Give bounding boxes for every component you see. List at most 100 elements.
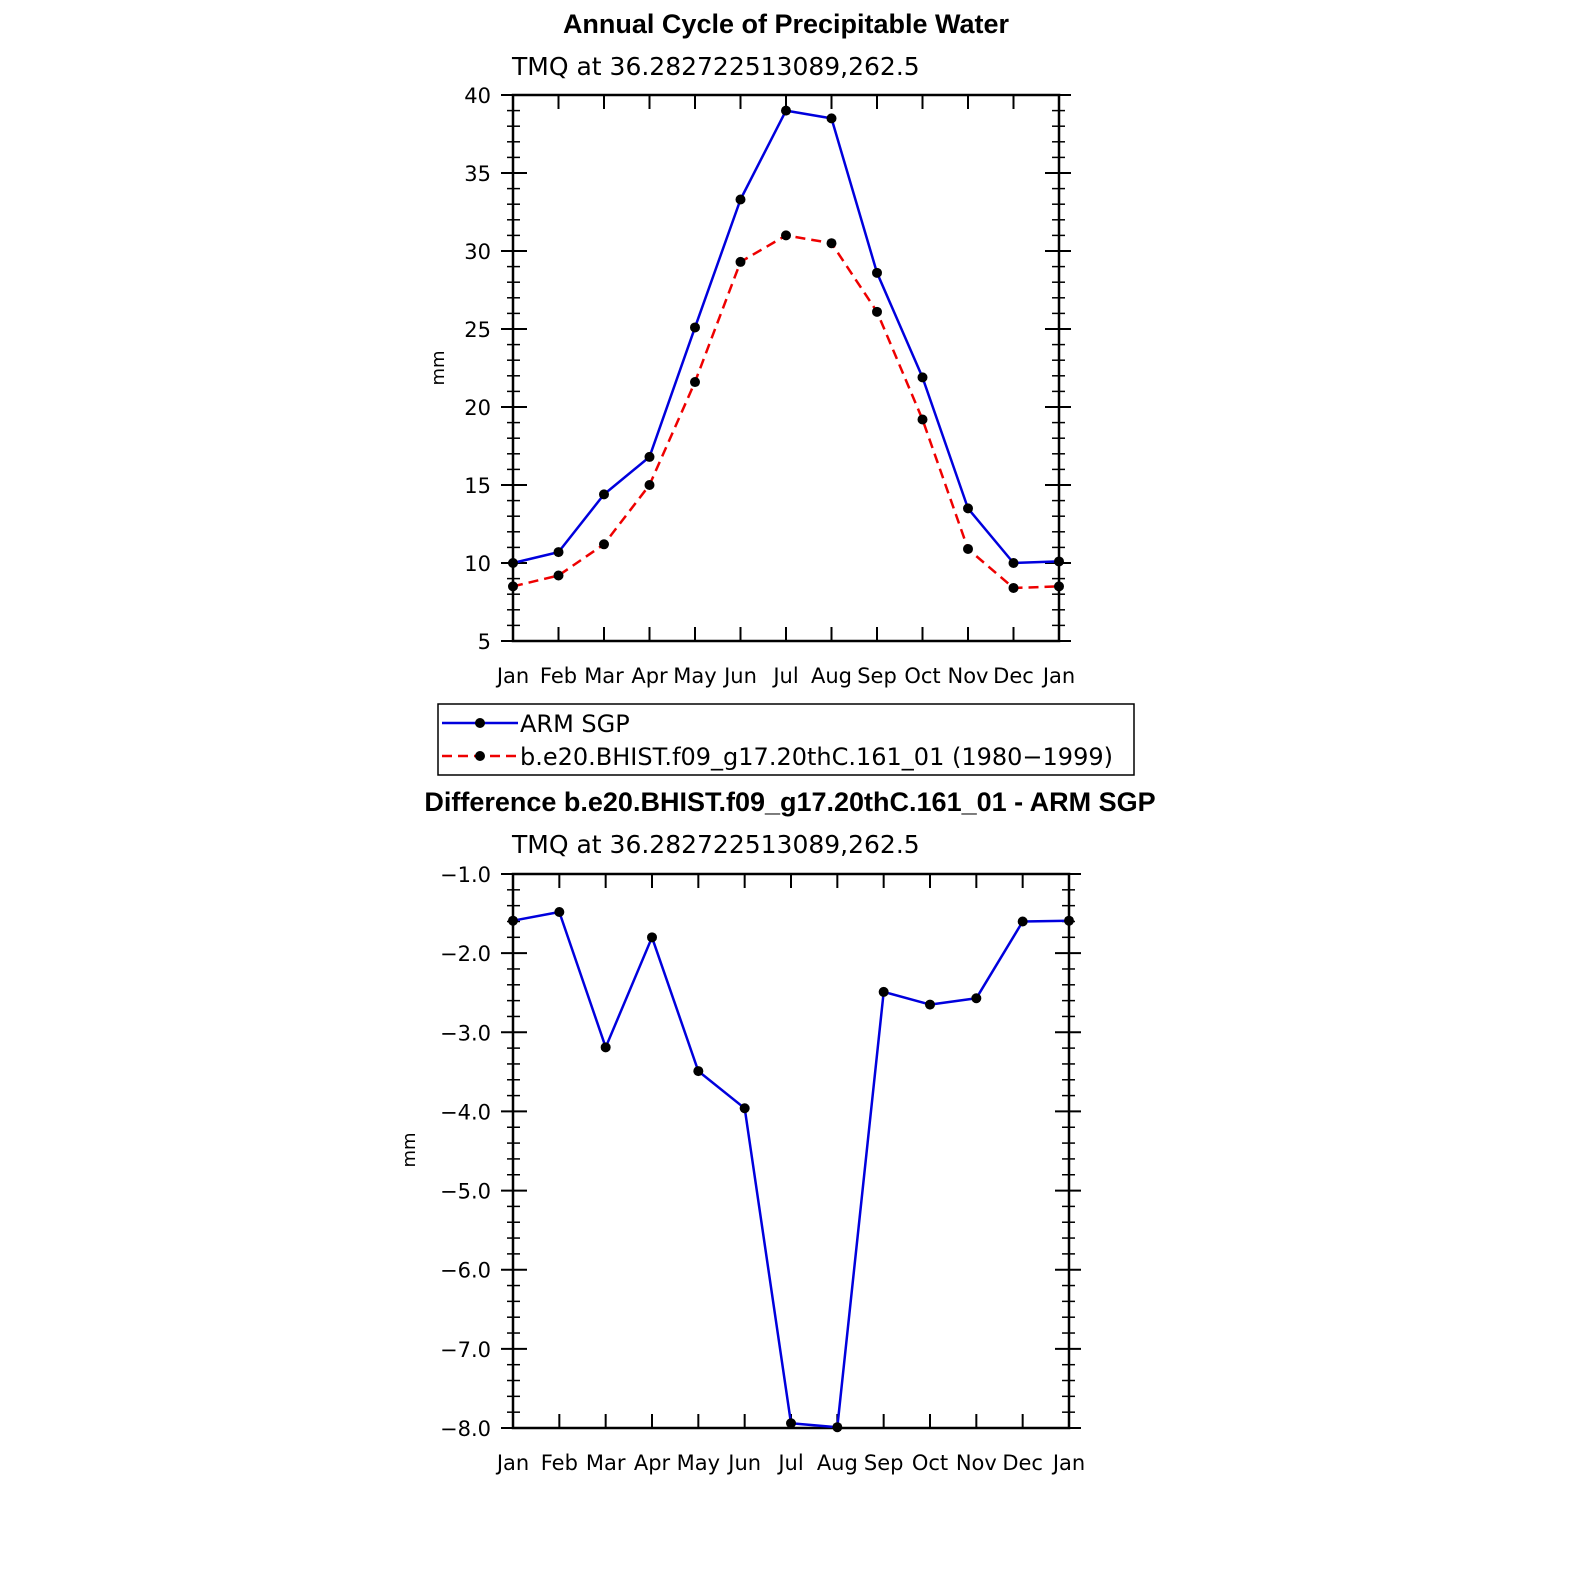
data-point <box>826 113 837 124</box>
y-tick-label: 25 <box>464 318 491 342</box>
data-point <box>644 480 655 490</box>
axes: Jan Feb Mar Apr May Jun Jul Aug Sep Oct Nov Dec Jan−… <box>440 863 1085 1475</box>
data-point <box>971 993 982 1004</box>
x-tick-label: Aug <box>817 1451 858 1475</box>
y-tick-label: 40 <box>464 84 491 108</box>
y-tick-label: −8.0 <box>440 1417 491 1441</box>
x-tick-label: Jun <box>726 1451 761 1475</box>
data-point <box>1017 916 1028 927</box>
data-point <box>644 451 655 462</box>
x-tick-label: Mar <box>584 664 624 688</box>
x-tick-label: Jul <box>776 1451 803 1475</box>
x-tick-label: Sep <box>864 1451 904 1475</box>
data-point <box>690 377 700 388</box>
y-tick-label: −5.0 <box>440 1180 491 1204</box>
x-tick-label: May <box>677 1451 720 1475</box>
chart-title: Annual Cycle of Precipitable Water <box>563 9 1010 39</box>
data-point <box>508 558 518 568</box>
data-point <box>781 230 791 241</box>
series-line-0 <box>512 109 1060 565</box>
data-point <box>832 1422 843 1433</box>
axes: Jan Feb Mar Apr May Jun Jul Aug Sep Oct Nov Dec Jan5… <box>464 84 1075 688</box>
y-axis-label: mm <box>399 1132 420 1167</box>
y-tick-label: 10 <box>464 552 491 576</box>
plot-frame <box>511 872 1071 1430</box>
y-tick-label: 35 <box>464 162 491 186</box>
data-point <box>508 581 518 592</box>
data-point <box>1064 915 1074 926</box>
y-tick-label: −2.0 <box>440 942 491 966</box>
x-tick-label: Jan <box>495 664 529 688</box>
data-point <box>554 906 565 917</box>
x-tick-label: Feb <box>541 1451 578 1475</box>
data-point <box>1008 558 1019 568</box>
data-point <box>917 414 928 425</box>
data-point <box>917 372 928 383</box>
x-tick-label: Jan <box>1051 1451 1085 1475</box>
y-tick-label: −6.0 <box>440 1259 491 1283</box>
plot-frame <box>511 93 1061 643</box>
x-tick-label: Jan <box>495 1451 529 1475</box>
data-point <box>647 932 657 943</box>
x-tick-label: Oct <box>912 1451 948 1475</box>
data-point <box>872 267 882 278</box>
data-point <box>1008 582 1019 593</box>
data-point <box>963 543 973 554</box>
legend-label-arm: ARM SGP <box>520 710 630 738</box>
legend-marker-arm <box>475 718 485 728</box>
data-point <box>508 915 518 926</box>
x-tick-label: May <box>673 664 716 688</box>
y-tick-label: −3.0 <box>440 1021 491 1045</box>
x-tick-label: Dec <box>993 664 1034 688</box>
x-tick-label: Sep <box>857 664 897 688</box>
x-tick-label: Apr <box>631 664 668 688</box>
data-point <box>872 306 882 317</box>
data-point <box>739 1103 750 1114</box>
data-point <box>600 1042 611 1053</box>
data-point <box>1054 556 1064 567</box>
legend: ARM SGP b.e20.BHIST.f09_g17.20thC.161_01… <box>437 703 1135 776</box>
x-tick-label: Oct <box>904 664 940 688</box>
y-tick-label: 30 <box>464 240 491 264</box>
data-point <box>735 194 746 205</box>
y-tick-label: −7.0 <box>440 1338 491 1362</box>
data-point <box>925 999 935 1010</box>
x-tick-label: Jan <box>1041 664 1075 688</box>
data-point <box>735 256 746 267</box>
y-tick-label: 20 <box>464 396 491 420</box>
legend-marker-model <box>475 751 485 761</box>
chart-subtitle: TMQ at 36.282722513089,262.5 <box>511 52 920 81</box>
y-tick-label: 15 <box>464 474 491 498</box>
data-point <box>599 539 609 550</box>
data-point <box>781 105 791 116</box>
legend-box <box>437 703 1135 776</box>
y-axis-label: mm <box>428 350 449 385</box>
data-point <box>553 547 564 558</box>
series-group <box>508 906 1074 1433</box>
data-point <box>599 489 609 500</box>
x-tick-label: Apr <box>634 1451 671 1475</box>
chart-subtitle: TMQ at 36.282722513089,262.5 <box>511 830 920 859</box>
data-point <box>878 986 889 997</box>
y-tick-label: −4.0 <box>440 1100 491 1124</box>
data-point <box>693 1066 704 1077</box>
chart-annual-cycle: Annual Cycle of Precipitable Water TMQ a… <box>428 9 1075 688</box>
series-line-1 <box>512 234 1060 590</box>
y-tick-label: 5 <box>478 630 491 654</box>
x-tick-label: Feb <box>540 664 577 688</box>
x-tick-label: Jul <box>771 664 798 688</box>
chart-difference: Difference b.e20.BHIST.f09_g17.20thC.161… <box>399 787 1156 1475</box>
legend-label-model: b.e20.BHIST.f09_g17.20thC.161_01 (1980−1… <box>520 743 1113 771</box>
data-point <box>690 322 700 333</box>
data-point <box>826 238 837 249</box>
data-point <box>553 570 564 581</box>
y-tick-label: −1.0 <box>440 863 491 887</box>
data-point <box>963 503 973 514</box>
data-point <box>786 1418 796 1429</box>
x-tick-label: Mar <box>586 1451 626 1475</box>
data-point <box>1054 581 1064 592</box>
series-line-0 <box>512 910 1070 1429</box>
series-group <box>508 105 1064 593</box>
x-tick-label: Jun <box>722 664 757 688</box>
